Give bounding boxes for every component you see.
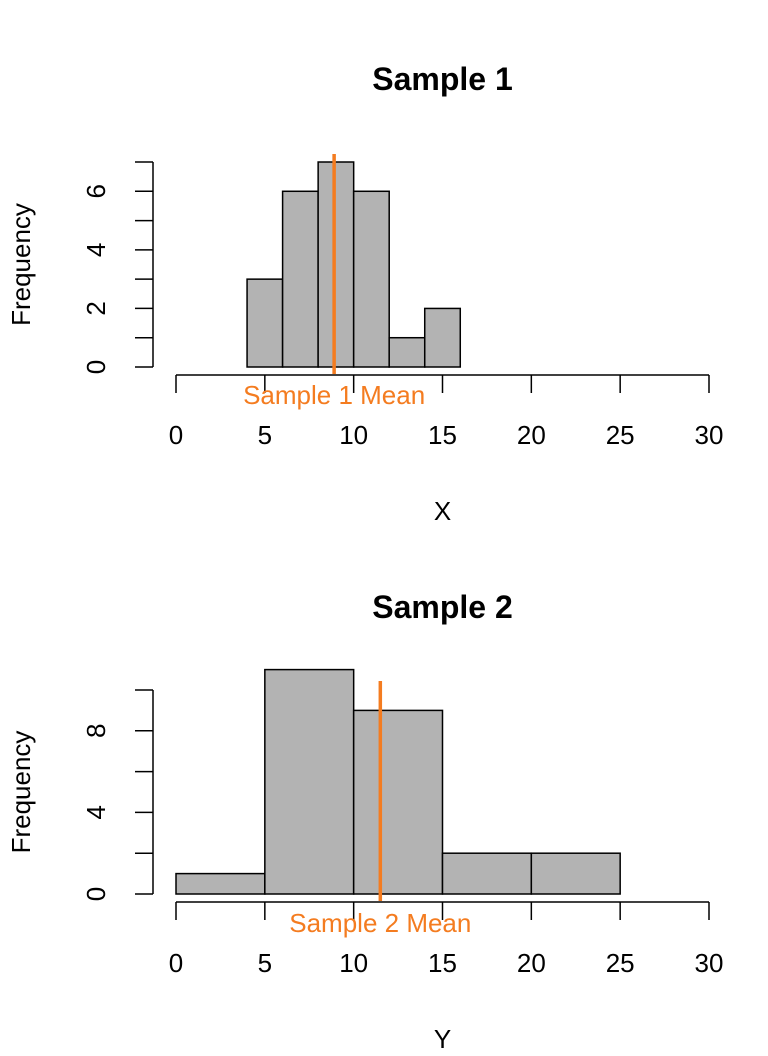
y-tick-label: 6 [81,184,111,198]
sample-1-panel: Sample 1 0 5 10 15 20 25 30 0 2 4 6 X Frequency Sample… [6,61,723,526]
x-tick-label: 20 [517,420,546,450]
x-tick-label: 0 [169,948,183,978]
x-tick-label: 15 [428,420,457,450]
histogram-bar [317,161,355,368]
y-tick-label: 4 [81,243,111,257]
y-tick-label: 0 [81,887,111,901]
x-tick-label: 30 [695,948,724,978]
histogram-bar [246,278,284,368]
y-tick-label: 8 [81,724,111,738]
x-tick-label: 25 [606,420,635,450]
y-tick-label: 2 [81,301,111,315]
x-axis-label: Y [434,1024,451,1054]
x-tick-label: 10 [339,948,368,978]
chart-title: Sample 2 [372,589,513,625]
histogram-bar [423,307,462,368]
x-tick-label: 10 [339,420,368,450]
x-tick-label: 5 [258,420,272,450]
chart-title: Sample 1 [372,61,513,97]
histogram-bar [175,872,266,895]
histogram-bar [441,852,533,895]
y-tick-label: 0 [81,360,111,374]
x-tick-label: 5 [258,948,272,978]
x-axis-label: X [434,496,451,526]
histogram-bar [352,190,390,368]
y-tick-label: 4 [81,805,111,819]
y-axis-label: Frequency [6,203,36,326]
x-tick-label: 20 [517,948,546,978]
histogram-bar [388,336,426,368]
mean-label: Sample 1 Mean [243,380,425,410]
histogram-bar [352,709,444,895]
histogram-bar [530,852,621,895]
y-axis-label: Frequency [6,731,36,854]
mean-label: Sample 2 Mean [289,908,471,938]
x-tick-label: 30 [695,420,724,450]
histogram-bar [281,190,319,368]
sample-2-panel: Sample 2 0 5 10 15 20 25 30 0 4 8 Y Frequency Sample … [6,589,723,1054]
x-tick-label: 15 [428,948,457,978]
x-tick-label: 0 [169,420,183,450]
x-tick-label: 25 [606,948,635,978]
histogram-bar [264,668,355,895]
